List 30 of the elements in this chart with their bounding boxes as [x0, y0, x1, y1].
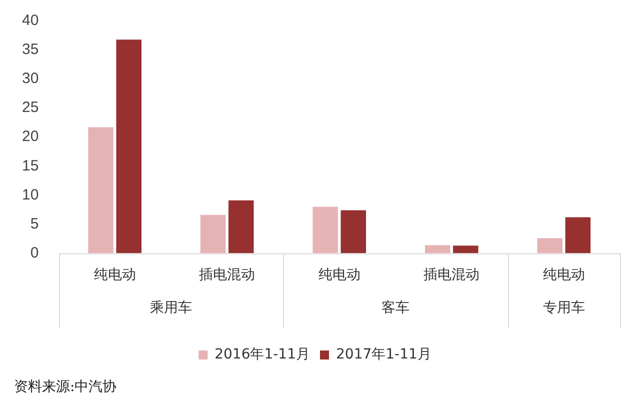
- y-tick-label: 35: [22, 41, 39, 58]
- y-tick-label: 15: [22, 157, 39, 174]
- text: 乘用车: [150, 300, 192, 316]
- text: 客车: [381, 300, 410, 316]
- legend-label: 2017年1-11月: [336, 346, 432, 363]
- y-tick-label: 0: [30, 244, 39, 262]
- text: 专用车: [542, 300, 585, 316]
- bar: [453, 246, 478, 254]
- legend-label: 2016年1-11月: [214, 346, 310, 363]
- x-tick-label: 插电混动: [199, 267, 256, 284]
- y-tick-label: 5: [30, 215, 39, 232]
- bar: [116, 40, 142, 254]
- x-tick-label: 纯电动: [318, 267, 360, 284]
- bar: [537, 238, 562, 254]
- x-tick-label: 插电混动: [424, 267, 480, 284]
- y-tick-label: 25: [22, 99, 39, 116]
- bar: [228, 200, 254, 254]
- bar: [424, 245, 450, 254]
- bar: [200, 214, 226, 254]
- y-tick-label: 20: [22, 128, 39, 146]
- y-tick-label: 30: [22, 70, 39, 88]
- y-tick-label: 40: [22, 12, 39, 30]
- x-tick-label: 纯电动: [94, 267, 136, 284]
- bar: [88, 127, 114, 254]
- y-tick-label: 10: [22, 186, 39, 204]
- bar: [340, 210, 366, 254]
- bar: [565, 217, 591, 254]
- x-tick-label: 纯电动: [542, 267, 585, 284]
- bar: [312, 206, 338, 254]
- text: 资料来源:中汽协: [14, 378, 117, 396]
